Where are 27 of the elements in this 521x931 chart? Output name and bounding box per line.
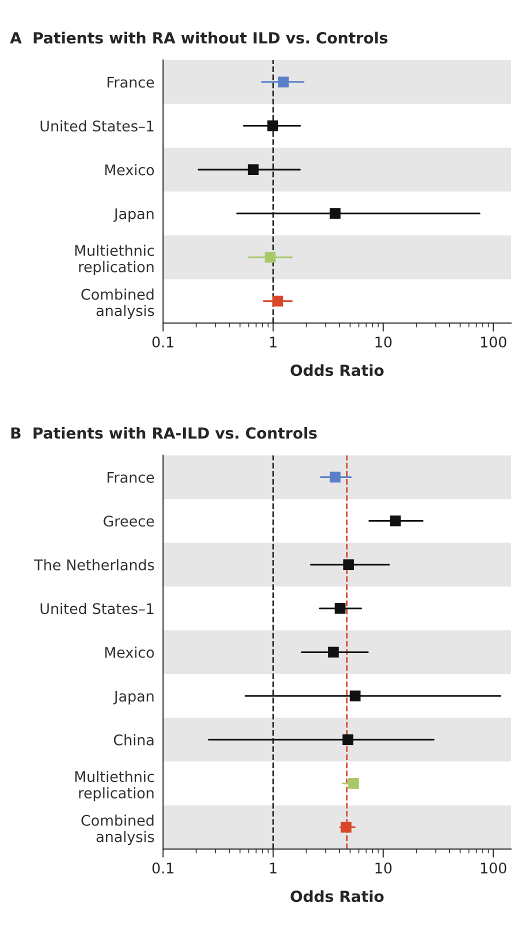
y-tick-label: France <box>108 76 154 88</box>
y-tick-label: United States–1 <box>40 120 154 132</box>
y-tick-label: France <box>108 472 154 483</box>
y-tick-label: Mexico <box>105 646 154 658</box>
x-tick-label: 10 <box>376 336 392 348</box>
y-tick-label: Multiethnic replication <box>75 244 154 276</box>
x-axis-title: Odds Ratio <box>290 364 384 376</box>
x-tick-label: 1 <box>270 862 276 874</box>
y-tick-label: The Netherlands <box>34 559 154 570</box>
x-tick-label: 1 <box>270 336 276 348</box>
y-tick-label: Combined analysis <box>81 288 154 319</box>
y-tick-label: Japan <box>113 208 154 222</box>
x-tick-label: 0.1 <box>152 336 174 348</box>
x-axis-title: Odds Ratio <box>290 890 384 902</box>
x-tick-label: 100 <box>481 336 506 348</box>
y-tick-label: Multiethnic replication <box>75 770 154 802</box>
y-tick-label: Greece <box>104 516 154 527</box>
chart-title: B Patients with RA-ILD vs. Controls <box>11 426 317 439</box>
y-tick-label: Combined analysis <box>81 814 154 846</box>
chart-title: A Patients with RA without ILD vs. Controls <box>10 32 388 44</box>
y-tick-label: United States–1 <box>40 602 154 614</box>
y-tick-label: Japan <box>113 690 154 704</box>
x-tick-label: 0.1 <box>152 862 174 874</box>
x-tick-label: 10 <box>376 862 392 874</box>
y-tick-label: Mexico <box>105 164 154 176</box>
y-tick-label: China <box>114 734 154 746</box>
x-tick-label: 100 <box>481 862 506 874</box>
